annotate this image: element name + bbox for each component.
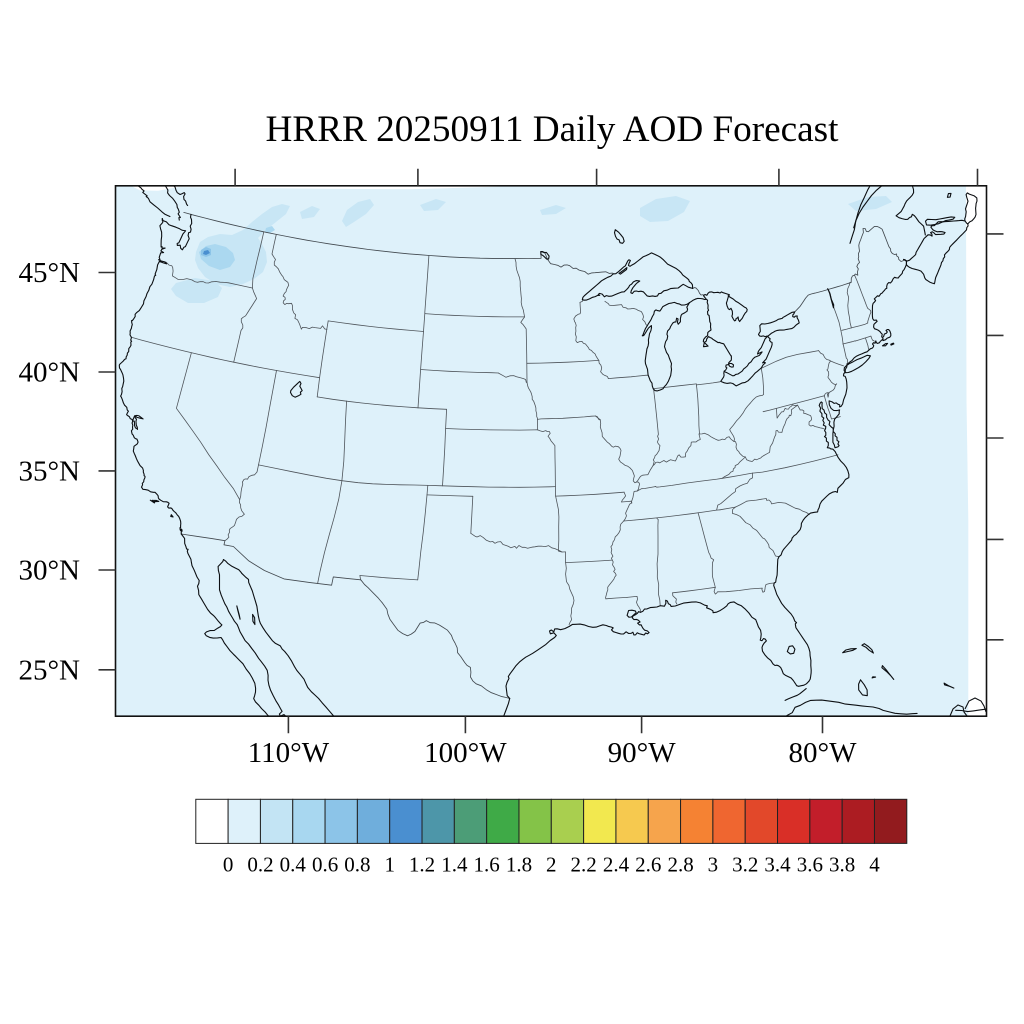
svg-text:3.4: 3.4 <box>764 853 791 877</box>
svg-text:4: 4 <box>869 853 880 877</box>
svg-text:0.6: 0.6 <box>312 853 338 877</box>
svg-text:30°N: 30°N <box>18 555 80 587</box>
svg-text:3.6: 3.6 <box>797 853 823 877</box>
svg-text:2.8: 2.8 <box>667 853 693 877</box>
svg-text:1.6: 1.6 <box>474 853 500 877</box>
svg-text:2.6: 2.6 <box>635 853 661 877</box>
svg-text:0.4: 0.4 <box>280 853 307 877</box>
svg-text:25°N: 25°N <box>18 654 80 686</box>
svg-text:2.4: 2.4 <box>603 853 630 877</box>
svg-text:110°W: 110°W <box>248 737 330 769</box>
svg-text:90°W: 90°W <box>608 737 677 769</box>
svg-text:35°N: 35°N <box>18 456 80 488</box>
svg-text:40°N: 40°N <box>18 357 80 389</box>
svg-text:0: 0 <box>223 853 234 877</box>
svg-text:80°W: 80°W <box>789 737 858 769</box>
svg-text:3: 3 <box>708 853 719 877</box>
svg-text:1.8: 1.8 <box>506 853 532 877</box>
svg-text:100°W: 100°W <box>424 737 507 769</box>
svg-text:0.2: 0.2 <box>247 853 273 877</box>
svg-text:1: 1 <box>384 853 395 877</box>
svg-text:2: 2 <box>546 853 557 877</box>
svg-text:1.2: 1.2 <box>409 853 435 877</box>
svg-text:3.2: 3.2 <box>732 853 758 877</box>
svg-text:1.4: 1.4 <box>441 853 468 877</box>
svg-text:HRRR 20250911 Daily AOD Foreca: HRRR 20250911 Daily AOD Forecast <box>266 109 840 150</box>
svg-text:3.8: 3.8 <box>829 853 855 877</box>
svg-text:0.8: 0.8 <box>344 853 370 877</box>
svg-text:2.2: 2.2 <box>570 853 596 877</box>
svg-text:45°N: 45°N <box>18 257 80 289</box>
